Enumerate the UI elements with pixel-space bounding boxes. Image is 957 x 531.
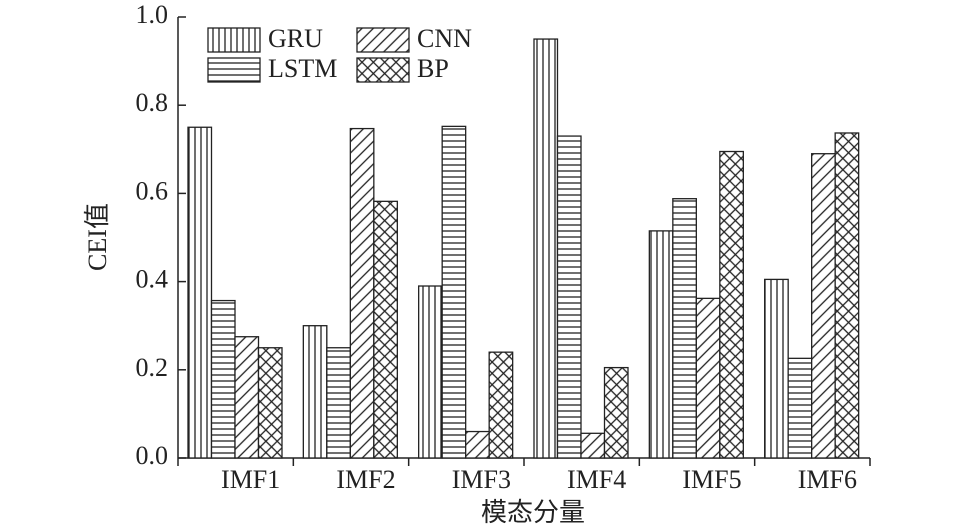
legend-label: GRU: [268, 24, 323, 53]
legend-swatch: [356, 57, 410, 83]
bar: [326, 347, 351, 459]
y-tick-label: 0.8: [136, 88, 169, 117]
legend-swatch: [207, 57, 261, 83]
bar: [441, 125, 467, 459]
bar: [834, 132, 860, 459]
bar: [533, 38, 559, 459]
bar: [210, 299, 236, 459]
bar: [811, 153, 836, 459]
x-tick-label: IMF1: [221, 465, 280, 494]
bar: [418, 285, 443, 459]
bar: [234, 336, 260, 459]
bar: [672, 198, 697, 459]
bar: [695, 297, 721, 459]
bar: [556, 135, 582, 459]
bar: [719, 150, 744, 459]
x-tick-label: IMF2: [336, 465, 395, 494]
legend-label: CNN: [417, 24, 472, 53]
y-tick-label: 0.6: [136, 176, 169, 205]
y-tick-label: 0.0: [136, 441, 169, 470]
x-axis-title: 模态分量: [481, 498, 585, 527]
bar: [764, 278, 789, 459]
bar: [302, 325, 328, 459]
bar: [488, 351, 514, 459]
bar: [787, 357, 813, 459]
legend-label: LSTM: [268, 54, 337, 83]
y-tick-label: 1.0: [136, 0, 169, 29]
legend-swatch: [356, 27, 410, 53]
bar: [648, 230, 674, 459]
bar: [257, 347, 283, 459]
y-tick-label: 0.4: [136, 265, 169, 294]
bar: [603, 366, 629, 459]
legend-swatch: [207, 27, 261, 53]
bar: [187, 126, 213, 459]
x-tick-label: IMF5: [682, 465, 741, 494]
legend-label: BP: [417, 54, 449, 83]
bar: [373, 200, 398, 459]
x-tick-label: IMF6: [798, 465, 857, 494]
y-tick-label: 0.2: [136, 353, 169, 382]
x-tick-label: IMF3: [452, 465, 511, 494]
bar: [580, 432, 606, 459]
bar: [349, 127, 375, 459]
bar: [465, 430, 490, 459]
y-axis-title: CEI值: [83, 203, 112, 271]
x-tick-label: IMF4: [567, 465, 626, 494]
